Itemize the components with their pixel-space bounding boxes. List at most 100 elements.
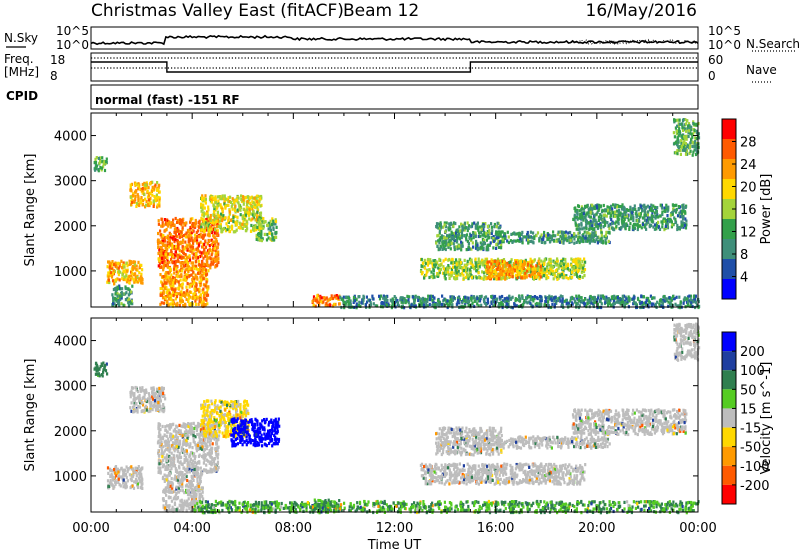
cell — [100, 166, 103, 170]
cell — [112, 272, 115, 276]
cell — [183, 276, 186, 280]
cell — [656, 206, 659, 210]
cell — [160, 251, 163, 255]
cell — [579, 239, 582, 243]
cell — [577, 238, 580, 242]
freq-tick-top: 18 — [50, 53, 65, 67]
cell — [169, 233, 172, 237]
cell — [582, 299, 585, 303]
freq-frame — [90, 52, 699, 82]
cell — [456, 228, 459, 232]
cell — [583, 303, 586, 307]
cell — [175, 270, 178, 274]
cell — [459, 264, 462, 268]
cell — [584, 260, 587, 264]
cell — [458, 301, 461, 305]
cell — [200, 225, 203, 229]
cell — [689, 304, 692, 308]
cell — [476, 302, 479, 306]
cell — [465, 298, 468, 302]
cell — [190, 290, 193, 294]
cell — [558, 240, 562, 244]
cell — [461, 233, 464, 238]
cell — [438, 268, 441, 272]
cell — [596, 225, 599, 229]
cell — [115, 289, 118, 293]
cell — [210, 227, 213, 231]
cell — [654, 302, 657, 306]
cell — [579, 296, 582, 300]
cell — [161, 224, 164, 228]
cell — [174, 259, 177, 264]
cell — [567, 231, 570, 235]
cell — [166, 300, 169, 304]
cell — [121, 287, 124, 291]
cell — [493, 270, 496, 274]
cell — [172, 294, 175, 298]
cell — [529, 235, 533, 239]
cell — [599, 225, 602, 230]
cell — [233, 207, 236, 211]
cell — [259, 211, 263, 215]
cell — [684, 127, 687, 131]
cell — [108, 280, 111, 285]
cell — [596, 296, 600, 300]
cell — [129, 195, 132, 199]
cell — [129, 301, 132, 305]
cell — [200, 251, 203, 255]
feature-4 — [156, 216, 220, 270]
cell — [617, 222, 620, 226]
cell — [498, 277, 501, 281]
cell — [237, 225, 240, 230]
cell — [203, 225, 206, 229]
cell — [192, 292, 195, 296]
cell — [516, 298, 519, 302]
cell — [497, 265, 500, 269]
cell — [682, 209, 685, 213]
cell — [169, 225, 172, 229]
cell — [463, 234, 466, 238]
cell — [514, 304, 517, 308]
cell — [164, 263, 167, 267]
cell — [534, 267, 537, 271]
cell — [242, 214, 245, 218]
cell — [138, 203, 141, 208]
cell — [125, 291, 128, 295]
cell — [460, 244, 463, 248]
cell — [170, 257, 173, 261]
cell — [242, 219, 245, 223]
cell — [549, 257, 552, 261]
cell — [167, 271, 170, 275]
cell — [552, 239, 556, 243]
cell — [175, 295, 179, 299]
cell — [141, 189, 144, 193]
cell — [105, 160, 108, 164]
cell — [194, 288, 197, 292]
cell — [601, 220, 604, 224]
cell — [173, 244, 176, 249]
cell — [532, 277, 535, 281]
cell — [487, 270, 490, 274]
cell — [640, 300, 643, 304]
cell — [190, 248, 193, 252]
cell — [578, 231, 581, 235]
cell — [495, 225, 498, 229]
cell — [170, 293, 173, 297]
cell — [207, 208, 210, 212]
cell — [234, 230, 237, 234]
cell — [547, 233, 551, 237]
cell — [381, 301, 384, 305]
cell — [464, 275, 467, 280]
cell — [561, 295, 564, 299]
cell — [337, 296, 340, 300]
cell — [527, 238, 530, 242]
cell — [632, 302, 635, 306]
cell — [625, 297, 628, 301]
cell — [447, 264, 450, 268]
cell — [441, 294, 444, 298]
cell — [198, 263, 201, 267]
cell — [514, 299, 517, 303]
cell — [134, 197, 137, 201]
cell — [361, 298, 364, 303]
cell — [577, 228, 580, 232]
